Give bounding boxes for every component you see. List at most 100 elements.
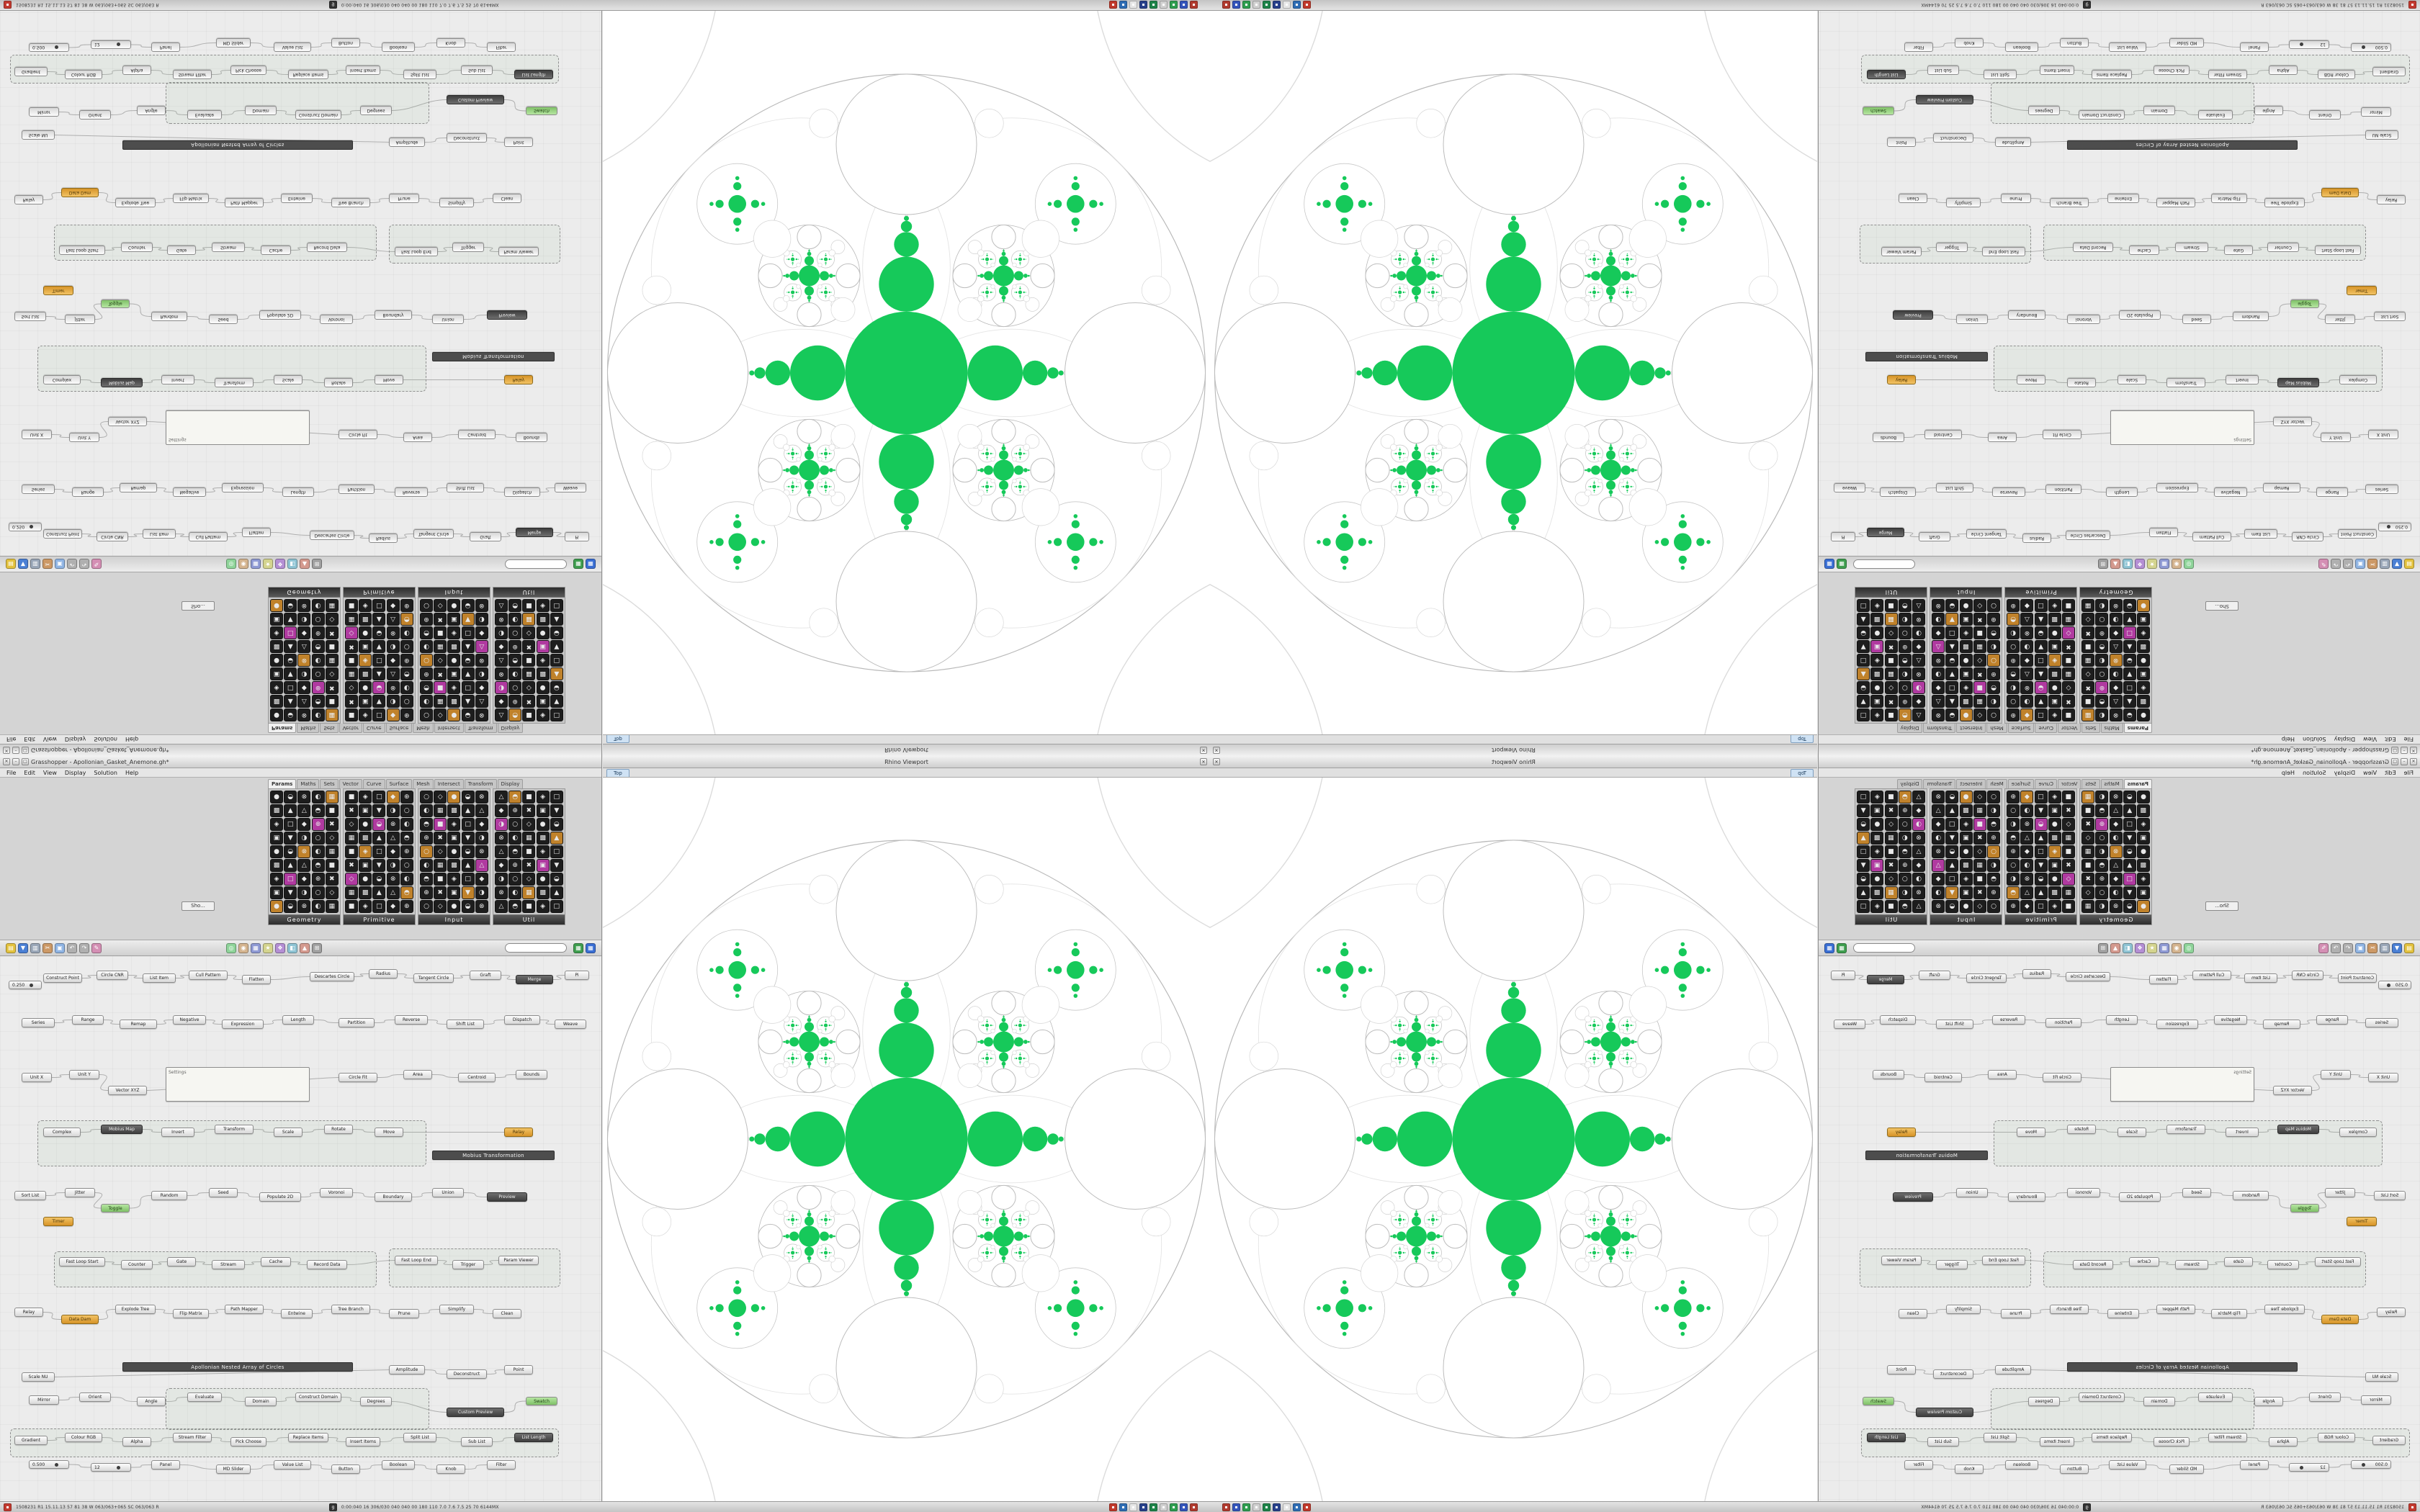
component-icon[interactable]: ▦ bbox=[2062, 613, 2075, 626]
component-icon[interactable]: ◆ bbox=[386, 708, 400, 721]
component-icon[interactable]: ▣ bbox=[1870, 640, 1884, 653]
gh-node[interactable]: Prune bbox=[389, 194, 419, 203]
component-icon[interactable]: △ bbox=[1912, 900, 1925, 913]
component-icon[interactable]: ▩ bbox=[536, 832, 550, 845]
tray-icon[interactable]: ▪ bbox=[1139, 1503, 1147, 1511]
gh-node[interactable]: MD Slider bbox=[216, 1464, 251, 1474]
component-icon[interactable]: ▦ bbox=[2081, 845, 2095, 858]
component-icon[interactable]: ○ bbox=[1987, 900, 2000, 913]
remote-panel-icon[interactable]: ▦ bbox=[1824, 942, 1834, 953]
component-icon[interactable]: ▩ bbox=[447, 859, 461, 872]
tab-params[interactable]: Params bbox=[2123, 724, 2152, 733]
menu-edit[interactable]: Edit bbox=[2385, 736, 2396, 743]
component-icon[interactable]: ◇ bbox=[1973, 654, 1986, 667]
component-icon[interactable]: ◓ bbox=[1898, 791, 1912, 804]
gh-node[interactable]: Construct Domain bbox=[2079, 110, 2125, 120]
component-icon[interactable]: ▲ bbox=[372, 832, 386, 845]
component-icon[interactable]: ■ bbox=[522, 654, 536, 667]
gh-node[interactable]: Voronoi bbox=[2067, 1188, 2100, 1197]
component-icon[interactable]: △ bbox=[297, 640, 311, 653]
zoom-icon[interactable]: ◎ bbox=[226, 559, 236, 570]
component-icon[interactable]: ▼ bbox=[2123, 832, 2136, 845]
component-icon[interactable]: ■ bbox=[2081, 695, 2095, 708]
component-icon[interactable]: ▣ bbox=[359, 695, 372, 708]
grasshopper-titlebar[interactable]: ✕ – □ Grasshopper - Apollonian_Gasket_An… bbox=[0, 744, 601, 756]
component-icon[interactable]: □ bbox=[1857, 845, 1870, 858]
component-icon[interactable]: ◓ bbox=[508, 845, 522, 858]
gh-node[interactable]: Range bbox=[2316, 1015, 2348, 1025]
component-icon[interactable]: ◆ bbox=[2109, 626, 2123, 639]
gh-node[interactable]: Unit X bbox=[22, 1073, 52, 1082]
component-icon[interactable]: ▣ bbox=[2048, 859, 2061, 872]
component-icon[interactable]: ▩ bbox=[536, 886, 550, 899]
component-icon[interactable]: ⊗ bbox=[2020, 873, 2034, 886]
component-icon[interactable]: ● bbox=[1959, 599, 1973, 612]
component-icon[interactable]: ● bbox=[270, 845, 283, 858]
gh-node[interactable]: Complex bbox=[43, 375, 81, 384]
component-icon[interactable]: ⊕ bbox=[400, 845, 413, 858]
component-icon[interactable]: ◆ bbox=[2020, 900, 2034, 913]
gh-node[interactable]: Scale NU bbox=[22, 1372, 55, 1382]
gh-node[interactable]: Area bbox=[403, 433, 432, 442]
tray-icon[interactable]: ▪ bbox=[1232, 1, 1240, 9]
component-icon[interactable]: ◐ bbox=[400, 873, 413, 886]
component-icon[interactable]: ▣ bbox=[270, 613, 283, 626]
component-icon[interactable]: ⊗ bbox=[1932, 599, 1945, 612]
component-icon[interactable]: ◇ bbox=[434, 900, 447, 913]
component-icon[interactable]: ◇ bbox=[345, 873, 358, 886]
gh-node[interactable]: Move bbox=[375, 375, 403, 384]
component-icon[interactable]: ▦ bbox=[2062, 886, 2075, 899]
component-icon[interactable]: ⊕ bbox=[2007, 900, 2020, 913]
taskbar-monitor-icon[interactable]: g bbox=[328, 1, 337, 9]
gh-node[interactable]: Seed bbox=[2182, 315, 2211, 324]
gh-node[interactable]: Jitter bbox=[65, 1188, 95, 1197]
gh-node[interactable]: Union bbox=[1956, 1188, 1988, 1197]
component-icon[interactable]: ⊗ bbox=[1912, 886, 1925, 899]
close-icon[interactable]: ✕ bbox=[1213, 758, 1220, 765]
settings-icon[interactable]: ⊞ bbox=[2098, 942, 2108, 953]
gh-node[interactable]: Weave bbox=[555, 1020, 586, 1029]
component-icon[interactable]: ◑ bbox=[1932, 886, 1945, 899]
gh-node[interactable]: Bounds bbox=[516, 433, 547, 442]
component-icon[interactable]: ▣ bbox=[1959, 832, 1973, 845]
component-icon[interactable]: ◒ bbox=[1945, 599, 1959, 612]
tab-maths[interactable]: Maths bbox=[2100, 779, 2123, 788]
tab-sets[interactable]: Sets bbox=[2081, 724, 2100, 733]
gh-node[interactable]: Gate bbox=[2224, 1257, 2253, 1266]
component-icon[interactable]: ■ bbox=[1884, 791, 1898, 804]
component-icon[interactable]: ● bbox=[1870, 873, 1884, 886]
component-icon[interactable]: ⊕ bbox=[1898, 640, 1912, 653]
component-icon[interactable]: ◒ bbox=[372, 626, 386, 639]
tab-display[interactable]: Display bbox=[497, 779, 524, 788]
gh-node[interactable]: Move bbox=[2017, 375, 2045, 384]
component-icon[interactable]: ◓ bbox=[2095, 695, 2109, 708]
component-icon[interactable]: ▣ bbox=[1870, 695, 1884, 708]
component-icon[interactable]: △ bbox=[475, 859, 488, 872]
component-icon[interactable]: ✖ bbox=[325, 681, 339, 694]
component-icon[interactable]: □ bbox=[284, 626, 297, 639]
component-icon[interactable]: ⊕ bbox=[1898, 695, 1912, 708]
component-icon[interactable]: ◓ bbox=[420, 818, 433, 831]
gh-node[interactable]: Cache bbox=[261, 1257, 291, 1266]
component-icon[interactable]: ○ bbox=[420, 708, 433, 721]
tab-maths[interactable]: Maths bbox=[297, 779, 320, 788]
gh-node[interactable]: Construct Domain bbox=[295, 1392, 341, 1402]
component-icon[interactable]: ▲ bbox=[372, 667, 386, 680]
component-icon[interactable]: ◆ bbox=[386, 900, 400, 913]
gh-node[interactable]: Populate 2D bbox=[2119, 1192, 2161, 1202]
component-icon[interactable]: ◒ bbox=[550, 873, 563, 886]
gh-node-canvas[interactable]: Construct Point Circle CNR 0.250 List Item C… bbox=[0, 11, 601, 556]
tab-surface[interactable]: Surface bbox=[385, 779, 413, 788]
gh-node[interactable]: Expression bbox=[222, 483, 264, 492]
component-icon[interactable]: △ bbox=[1932, 640, 1945, 653]
component-icon[interactable]: ▦ bbox=[2081, 599, 2095, 612]
gh-node[interactable]: Gate bbox=[167, 246, 196, 255]
component-icon[interactable]: ◓ bbox=[311, 859, 325, 872]
component-icon[interactable]: ● bbox=[1870, 818, 1884, 831]
component-icon[interactable]: ⊗ bbox=[2109, 708, 2123, 721]
component-icon[interactable]: ◈ bbox=[447, 626, 461, 639]
component-icon[interactable]: ⊕ bbox=[400, 599, 413, 612]
gh-node[interactable]: Button bbox=[2060, 1464, 2089, 1474]
tab-mesh[interactable]: Mesh bbox=[413, 779, 434, 788]
gh-node[interactable]: Negative bbox=[173, 1015, 206, 1025]
